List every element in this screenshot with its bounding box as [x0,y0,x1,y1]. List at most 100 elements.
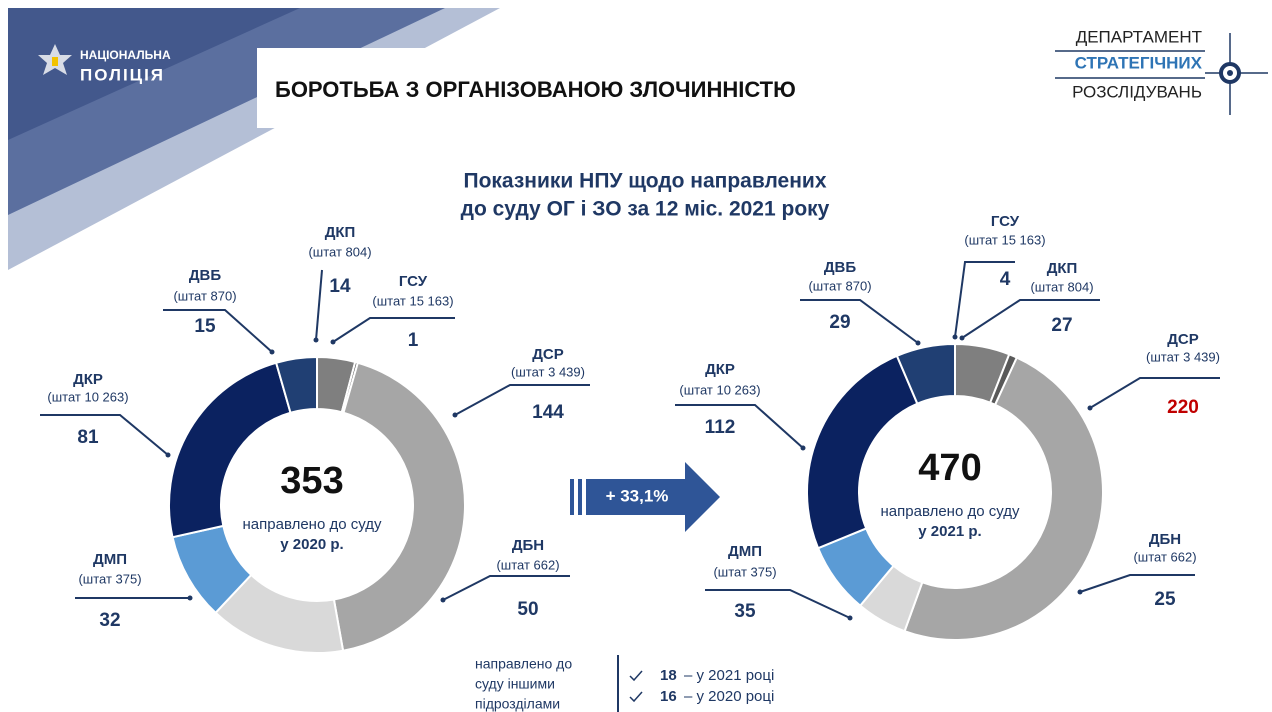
segment-value: 4 [1000,269,1011,290]
segment-staff: (штат 375) [713,564,776,579]
donut-segment [903,356,1104,641]
segment-name: ГСУ [991,213,1020,230]
leader-tip [452,412,458,418]
leader-line [1079,574,1195,593]
segment-name: ДКП [325,224,356,241]
footnote-label: направлено до [475,656,572,672]
segment-value: 81 [77,427,99,448]
dept-text: ДЕПАРТАМЕНТ [1076,27,1202,46]
segment-name: ДСР [1167,331,1199,348]
donut-segment [895,342,956,406]
footnote-label: підрозділами [475,696,560,712]
total-value: 353 [280,460,343,502]
segment-value: 25 [1154,589,1176,610]
leader-tip [1087,405,1093,411]
segment-staff: (штат 662) [496,557,559,572]
crosshair [1205,33,1268,115]
segment-value: 27 [1051,315,1072,336]
leader-tip [1077,589,1083,595]
leader-tip [952,334,958,340]
footnote-label: суду іншими [475,676,555,692]
segment-staff: (штат 870) [808,278,871,293]
total-label: направлено до суду [881,503,1020,520]
check-icon [629,691,643,703]
leader-line [442,575,570,601]
leader-line [705,589,851,619]
segment-name: ДКР [73,371,103,388]
footnote-value: 16 [660,688,677,705]
check-icon [629,670,643,682]
leader-tip [847,615,853,621]
footnote-value: 18 [660,667,677,684]
segment-value: 15 [194,316,216,337]
total-label: направлено до суду [243,516,382,533]
dept-text: СТРАТЕГІЧНИХ [1075,53,1203,72]
segment-staff: (штат 804) [308,244,371,259]
segment-staff: (штат 3 439) [1146,349,1220,364]
segment-staff: (штат 375) [78,571,141,586]
segment-name: ДВБ [189,267,222,284]
leader-tip [187,595,193,601]
segment-value: 35 [734,601,756,622]
segment-value: 32 [99,610,120,631]
segment-staff: (штат 662) [1133,549,1196,564]
segment-name: ДБН [1149,531,1181,548]
segment-staff: (штат 804) [1030,279,1093,294]
donut-segment [168,361,292,539]
leader-line [954,261,1015,338]
segment-value: 112 [705,417,736,438]
leader-line [163,309,273,353]
segment-value: 144 [532,402,564,423]
leader-tip [800,445,806,451]
logo-text: НАЦІОНАЛЬНА [80,48,171,62]
footnote-text: – у 2020 році [684,688,774,705]
segment-staff: (штат 870) [173,288,236,303]
segment-staff: (штат 15 163) [372,293,453,308]
leader-tip [269,349,275,355]
leader-tip [165,452,171,458]
segment-name: ДМП [93,551,127,568]
total-label: у 2021 р. [918,523,981,540]
leader-tip [959,335,965,341]
segment-value: 1 [408,330,419,351]
dept-text: РОЗСЛІДУВАНЬ [1072,82,1202,101]
donut-segment [274,355,318,414]
change-arrow [570,462,720,532]
footnote-text: – у 2021 році [684,667,774,684]
segment-name: ГСУ [399,273,428,290]
segment-value: 29 [829,312,850,333]
leader-line [40,414,169,456]
leader-line [315,269,323,341]
segment-name: ДКП [1047,260,1078,277]
segment-name: ДСР [532,346,564,363]
segment-name: ДВБ [824,259,857,276]
leader-line [454,384,590,416]
segment-value: 50 [517,599,538,620]
leader-line [961,299,1100,339]
segment-staff: (штат 10 263) [679,382,760,397]
segment-staff: (штат 10 263) [47,389,128,404]
title-box [257,48,1017,128]
leader-tip [915,340,921,346]
change-label: + 33,1% [606,486,669,505]
total-value: 470 [918,447,981,489]
leader-line [332,317,455,343]
segment-staff: (штат 3 439) [511,364,585,379]
total-label: у 2020 р. [280,536,343,553]
leader-tip [313,337,319,343]
police-emblem [52,57,58,66]
leader-line [800,299,919,344]
leader-line [1089,377,1220,409]
segment-value: 220 [1167,397,1199,418]
segment-value: 14 [329,276,351,297]
leader-tip [440,597,446,603]
logo-text: ПОЛІЦІЯ [80,65,165,84]
subtitle: до суду ОГ і ЗО за 12 міс. 2021 року [461,198,830,221]
segment-name: ДБН [512,537,544,554]
leader-line [675,404,804,449]
slide-title: БОРОТЬБА З ОРГАНІЗОВАНОЮ ЗЛОЧИННІСТЮ [275,77,796,102]
segment-name: ДКР [705,361,735,378]
segment-staff: (штат 15 163) [964,232,1045,247]
leader-tip [330,339,336,345]
